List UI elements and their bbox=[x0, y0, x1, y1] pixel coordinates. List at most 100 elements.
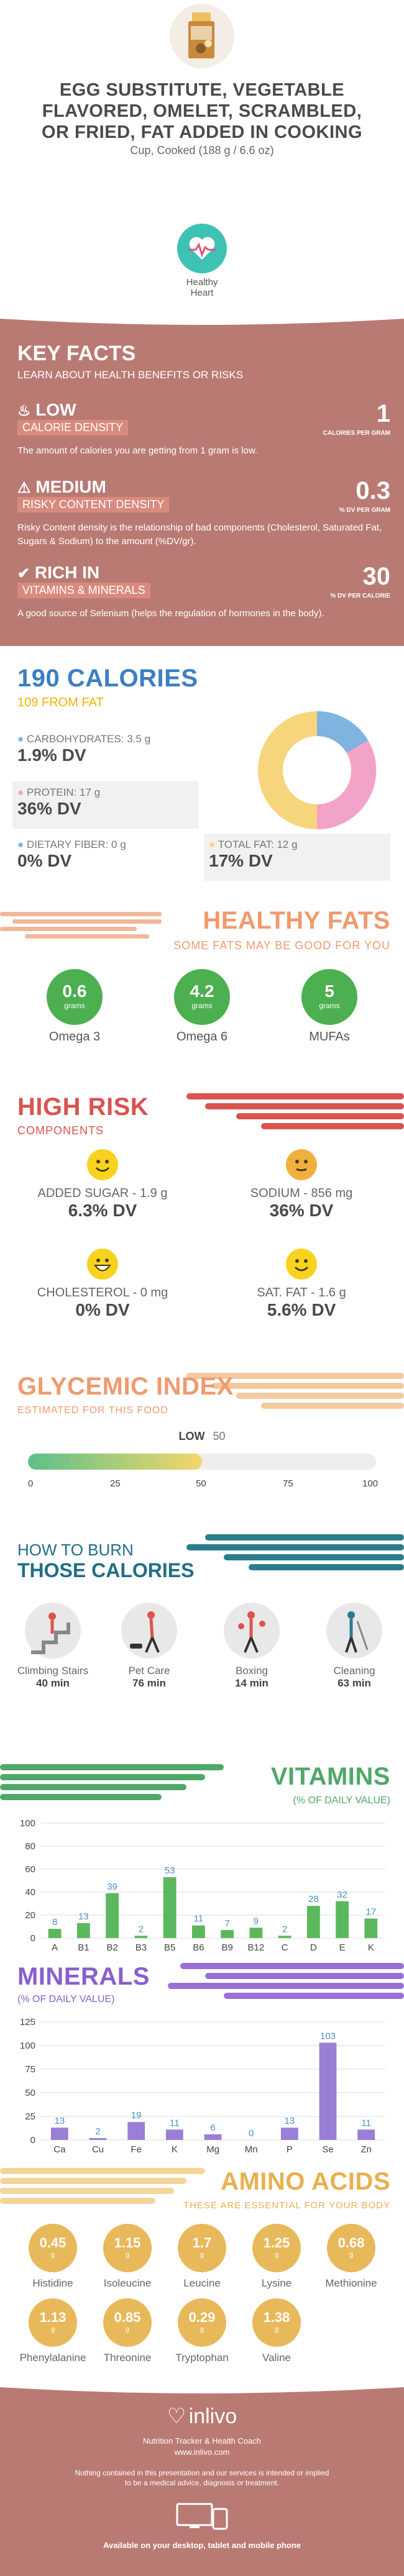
key-fact-unit: CALORIES PER GRAM bbox=[323, 430, 390, 437]
y-tick-label: 80 bbox=[25, 1841, 35, 1852]
bar-value-label: 39 bbox=[107, 1882, 117, 1892]
risk-added-sugar: ADDED SUGAR - 1.9 g 6.3% DV bbox=[12, 1149, 193, 1221]
key-fact-desc: The amount of calories you are getting f… bbox=[17, 445, 258, 456]
footer-disclaimer1: Nothing contained in this presentation a… bbox=[75, 2469, 329, 2477]
fat-unit: grams bbox=[64, 1001, 85, 1010]
amino-item: 1.13 g Phenylalanine bbox=[19, 2298, 87, 2364]
badge-line1: Healthy bbox=[186, 277, 218, 288]
glycemic-bar-fill bbox=[28, 1454, 202, 1470]
smile-face-icon bbox=[87, 1149, 118, 1180]
fat-value: 5 bbox=[324, 981, 334, 1001]
key-fact-unit: % DV PER CALORIE bbox=[330, 593, 390, 599]
key-fact-value: 1 bbox=[376, 400, 390, 427]
bar bbox=[50, 2128, 68, 2140]
x-tick-label: Cu bbox=[92, 2144, 104, 2155]
key-fact-value: 0.3 bbox=[356, 477, 390, 504]
glycemic-tick: 100 bbox=[362, 1478, 379, 1489]
boxing-icon bbox=[224, 1603, 280, 1659]
x-tick-label: P bbox=[287, 2144, 293, 2155]
bar bbox=[336, 1901, 349, 1938]
minerals-title: MINERALS bbox=[17, 1963, 150, 1990]
minerals-bar-chart: 0 25 50 75 100 125 13 Ca 2 Cu 19 Fe 11 K 6 Mg 0 Mn 13 P 103 S… bbox=[20, 2017, 385, 2155]
bar-value-label: 17 bbox=[366, 1907, 377, 1918]
calories-donut-chart bbox=[258, 711, 377, 830]
bar-value-label: 2 bbox=[282, 1924, 287, 1934]
risk-label: SAT. FAT - 1.6 g bbox=[257, 1286, 346, 1299]
header: EGG SUBSTITUTE, VEGETABLE FLAVORED, OMEL… bbox=[0, 0, 404, 317]
amino-item: 1.7 g Leucine bbox=[168, 2224, 236, 2290]
key-facts-section: KEY FACTS LEARN ABOUT HEALTH BENEFITS OR… bbox=[0, 316, 404, 646]
vitamins-subtitle: (% OF DAILY VALUE) bbox=[293, 1795, 390, 1806]
vitamins-stripes bbox=[0, 1764, 224, 1800]
bar bbox=[319, 2042, 337, 2140]
amino-value: 1.7 bbox=[192, 2235, 212, 2251]
amino-circle: 1.25 g bbox=[252, 2224, 301, 2272]
bar bbox=[89, 2137, 107, 2140]
glycemic-bar-track bbox=[28, 1454, 376, 1470]
burn-time: 76 min bbox=[132, 1677, 166, 1689]
x-tick-label: E bbox=[339, 1942, 346, 1953]
grin-face-icon bbox=[87, 1249, 118, 1280]
burn-time: 63 min bbox=[337, 1677, 371, 1689]
amino-value: 0.68 bbox=[337, 2235, 365, 2251]
bar bbox=[191, 1925, 205, 1938]
key-fact-value: 30 bbox=[362, 563, 391, 590]
healthy-fats-section: HEALTHY FATS SOME FATS MAY BE GOOD FOR Y… bbox=[0, 882, 404, 1044]
calories-from-fat: 109 FROM FAT bbox=[17, 696, 104, 709]
flame-icon: ♨ bbox=[17, 403, 31, 419]
glycemic-level: LOW bbox=[178, 1430, 205, 1442]
bar-value-label: 32 bbox=[337, 1890, 347, 1900]
y-tick-label: 75 bbox=[25, 2064, 35, 2075]
x-tick-label: B2 bbox=[106, 1942, 117, 1953]
vitamins-title: VITAMINS bbox=[270, 1763, 390, 1790]
devices-icon bbox=[176, 2503, 228, 2530]
glycemic-title: GLYCEMIC INDEX bbox=[17, 1373, 234, 1400]
food-title-line3: OR FRIED, FAT ADDED IN COOKING bbox=[41, 122, 363, 142]
burn-label: Boxing bbox=[236, 1665, 268, 1677]
key-fact-desc: A good source of Selenium (helps the reg… bbox=[17, 608, 324, 619]
burn-title-line2: THOSE CALORIES bbox=[17, 1559, 195, 1582]
amino-unit: g bbox=[125, 2251, 130, 2259]
amino-item: 1.25 g Lysine bbox=[242, 2224, 311, 2290]
healthy-fats-subtitle: SOME FATS MAY BE GOOD FOR YOU bbox=[173, 939, 390, 952]
fat-mufas: 5 grams MUFAs bbox=[292, 969, 367, 1044]
donut-protein bbox=[316, 740, 377, 830]
burn-cleaning: Cleaning 63 min bbox=[308, 1603, 401, 1690]
bar bbox=[163, 1877, 177, 1938]
key-fact-label: CALORIE DENSITY bbox=[17, 420, 129, 435]
high-risk-title: HIGH RISK bbox=[17, 1093, 149, 1121]
fat-label: TOTAL FAT: 12 g bbox=[218, 839, 298, 850]
fat-omega6: 4.2 grams Omega 6 bbox=[165, 969, 239, 1044]
protein-dv: 36% DV bbox=[17, 799, 81, 818]
x-tick-label: Fe bbox=[131, 2144, 142, 2155]
x-tick-label: Ca bbox=[53, 2144, 66, 2155]
food-image bbox=[170, 4, 234, 68]
y-tick-label: 0 bbox=[30, 2135, 35, 2146]
x-tick-label: Se bbox=[322, 2144, 333, 2155]
amino-item: 1.15 g Isoleucine bbox=[93, 2224, 162, 2290]
amino-circle: 1.7 g bbox=[178, 2224, 226, 2272]
risk-label: CHOLESTEROL - 0 mg bbox=[37, 1286, 168, 1299]
bar-value-label: 11 bbox=[194, 1914, 204, 1924]
key-fact-unit: % DV PER GRAM bbox=[339, 507, 390, 514]
food-title-line1: EGG SUBSTITUTE, VEGETABLE bbox=[59, 80, 345, 100]
y-tick-label: 25 bbox=[25, 2111, 35, 2122]
fat-value: 0.6 bbox=[62, 981, 87, 1001]
glycemic-subtitle: ESTIMATED FOR THIS FOOD bbox=[17, 1405, 168, 1416]
bar bbox=[127, 2122, 145, 2140]
calories-title: 190 CALORIES bbox=[17, 665, 198, 692]
y-tick-label: 20 bbox=[25, 1910, 35, 1921]
key-fact-desc: Risky Content density is the relationshi… bbox=[17, 522, 382, 547]
vitamins-bar-chart: 0 20 40 60 80 100 8 A 13 B1 39 B2 2 B3 53 B5 11 B6 7 B9 9 B12… bbox=[20, 1818, 385, 1953]
healthy-fats-title: HEALTHY FATS bbox=[203, 907, 390, 934]
bar bbox=[280, 2128, 298, 2140]
bar-value-label: 13 bbox=[284, 2116, 295, 2126]
footer-url[interactable]: www.inlivo.com bbox=[174, 2447, 230, 2457]
bar-value-label: 2 bbox=[139, 1924, 144, 1934]
risk-sodium: SODIUM - 856 mg 36% DV bbox=[211, 1149, 392, 1221]
food-title-line2: FLAVORED, OMELET, SCRAMBLED, bbox=[42, 101, 362, 121]
inlivo-logo-icon: ♡ bbox=[167, 2405, 186, 2428]
y-tick-label: 125 bbox=[20, 2017, 35, 2028]
amino-item: 0.85 g Threonine bbox=[93, 2298, 162, 2364]
amino-label: Phenylalanine bbox=[19, 2352, 86, 2364]
